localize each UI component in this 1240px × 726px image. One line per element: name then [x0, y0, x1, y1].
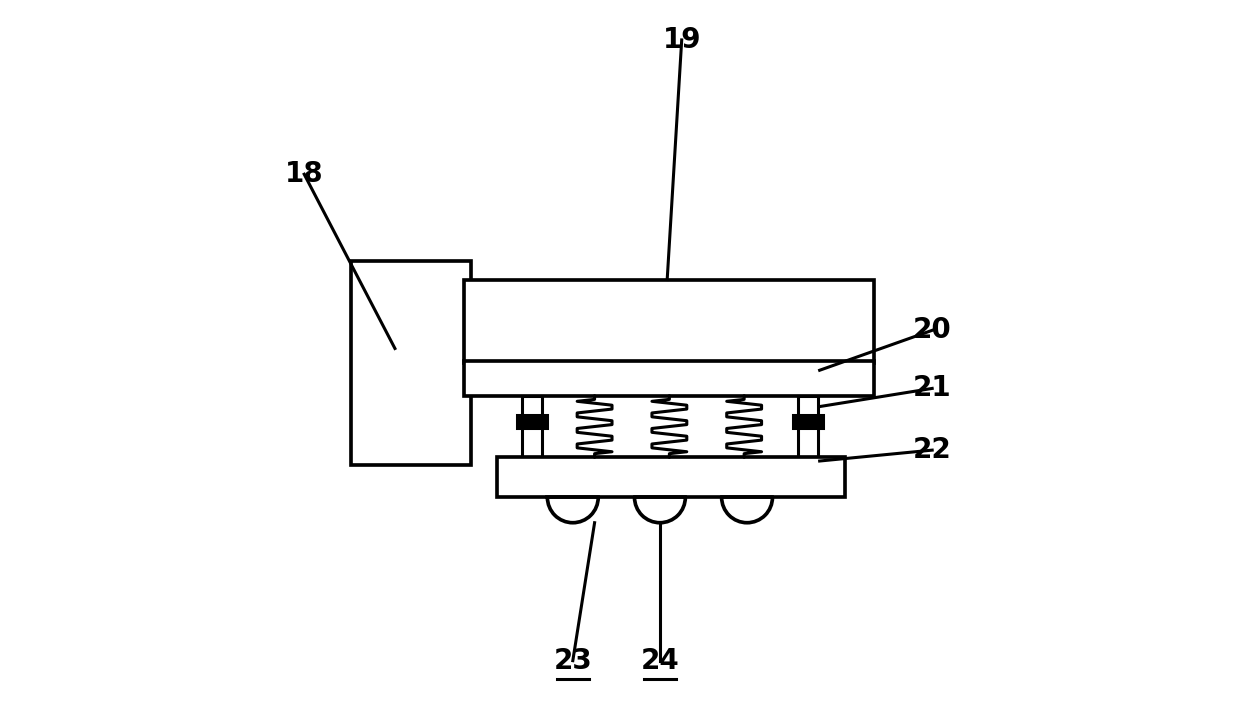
Text: 21: 21 [913, 375, 951, 402]
Text: 19: 19 [662, 26, 701, 54]
Bar [792, 415, 823, 428]
Text: 23: 23 [553, 647, 593, 674]
Text: 24: 24 [641, 647, 680, 674]
Text: 22: 22 [913, 436, 951, 464]
Bar [464, 280, 874, 363]
Bar [797, 396, 818, 461]
Bar [522, 396, 542, 461]
Bar [464, 361, 874, 396]
Bar [517, 415, 547, 428]
Bar [496, 457, 846, 497]
Text: 20: 20 [913, 317, 951, 344]
Bar [351, 261, 471, 465]
Text: 18: 18 [285, 160, 324, 188]
